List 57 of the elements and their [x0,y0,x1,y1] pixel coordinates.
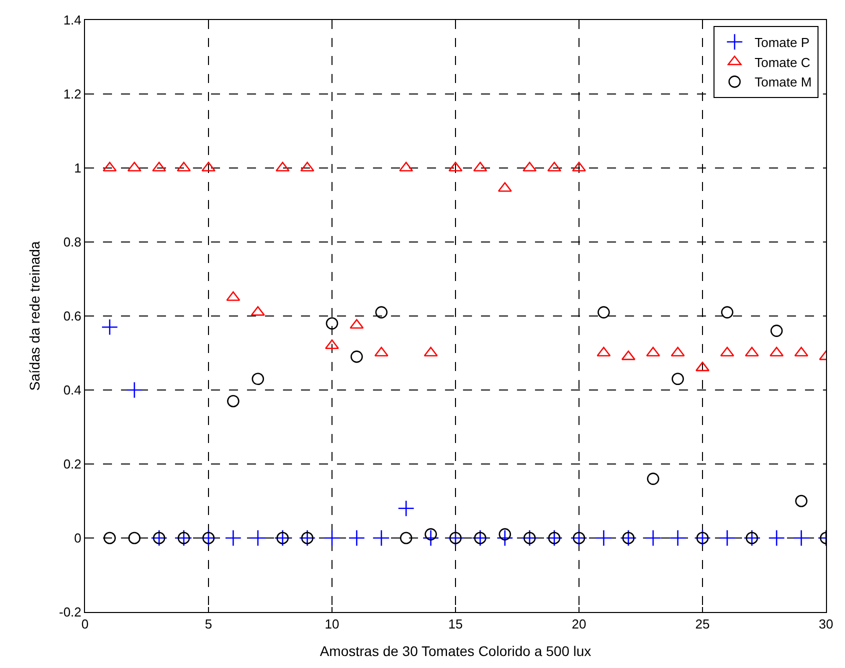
point [350,350,363,363]
point [644,530,662,546]
legend-label: Tomate M [754,74,812,90]
y-tick-label: 0.8 [63,234,82,250]
point [101,318,118,336]
point [375,306,388,318]
point [646,472,660,485]
point [104,532,116,544]
point [496,530,514,546]
point [598,306,610,318]
point [250,530,266,546]
y-tick-label: -0.2 [58,604,82,620]
point [126,382,143,398]
point [324,530,340,546]
y-tick-label: 1.2 [63,86,82,102]
point [669,530,686,546]
legend-label: Tomate P [754,34,810,50]
point [202,162,216,172]
legend-label: Tomate C [754,54,810,70]
y-tick-label: 1 [74,160,82,176]
point [696,362,710,372]
point [224,530,242,546]
point [227,394,240,408]
point [422,530,440,546]
point [424,528,437,540]
y-tick-label: 0.2 [63,456,82,472]
point [400,532,412,544]
point [128,532,141,544]
point [572,162,586,172]
y-tick-label: 0 [74,530,82,546]
point [718,530,736,546]
point [792,530,810,546]
y-tick-label: 0.6 [63,308,82,324]
point [398,500,414,517]
x-tick-label: 5 [204,616,212,632]
point [252,372,264,386]
y-axis-title: Saídas da rede treinada [26,241,43,391]
x-tick-label: 20 [572,616,586,632]
x-tick-label: 25 [695,616,710,632]
y-tick-label: 1.4 [63,12,82,28]
point [770,324,783,337]
point [325,339,339,349]
point [348,530,366,546]
point [795,494,808,508]
point [373,530,390,546]
x-tick-label: 30 [818,616,834,632]
point [498,528,512,540]
point [721,306,734,318]
y-tick-label: 0.4 [63,382,82,398]
x-tick-label: 10 [324,616,340,632]
point [326,317,338,330]
point [448,162,462,172]
point [595,530,612,546]
point [768,530,785,546]
point [672,372,684,386]
x-axis-title: Amostras de 30 Tomates Colorido a 500 lux [320,642,592,659]
x-tick-label: 15 [448,616,463,632]
